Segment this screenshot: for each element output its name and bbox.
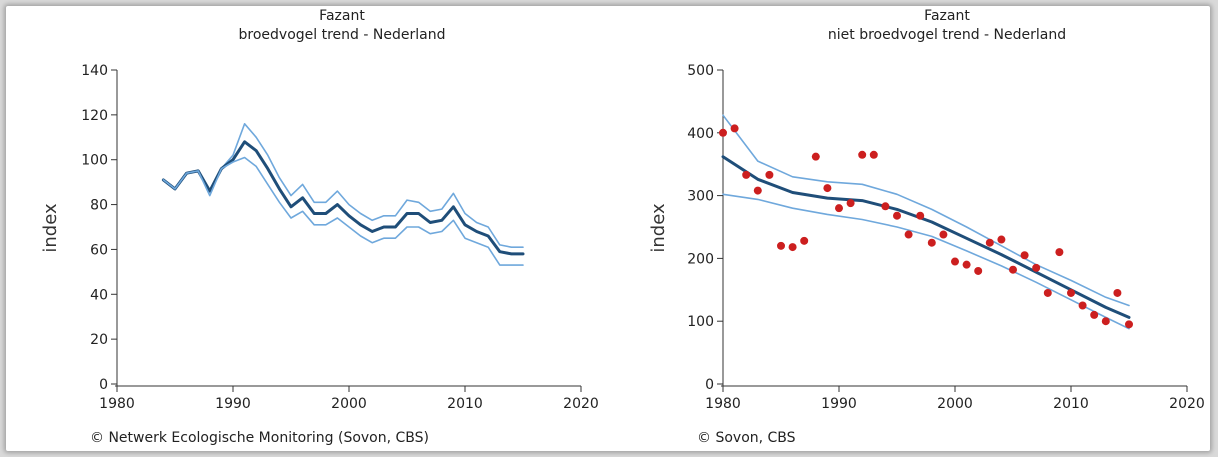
data-point (997, 235, 1006, 244)
data-point (916, 211, 925, 220)
data-point (823, 184, 832, 193)
chart-2-axes: 0 100 200 300 400 500 1980 1990 2000 2010 2020 (687, 63, 1205, 412)
data-point (904, 230, 913, 239)
chart-1-axes: 0 20 40 60 80 100 120 140 1980 1990 2000 2010 2020 (81, 63, 599, 412)
x-tick-label: 2010 (447, 396, 483, 412)
data-point (1032, 263, 1041, 272)
x-tick-label: 2020 (1169, 396, 1205, 412)
y-tick-label: 120 (81, 108, 108, 124)
data-point (788, 243, 797, 252)
data-point (846, 199, 855, 208)
data-point (962, 260, 971, 269)
chart-2-y-axis-label: index (648, 203, 669, 253)
data-point (777, 241, 785, 250)
y-tick-label: 300 (687, 189, 714, 205)
chart-breeding-trend: Fazant broedvogel trend - Nederland inde… (40, 8, 599, 412)
series-line-lower (162, 156, 524, 266)
chart-1-title: Fazant (319, 8, 365, 24)
y-tick-label: 200 (687, 251, 714, 267)
chart-1-credit: © Netwerk Ecologische Monitoring (Sovon,… (90, 430, 430, 446)
series-line-upper (722, 114, 1130, 307)
y-tick-label: 500 (687, 63, 714, 79)
y-tick-label: 0 (99, 377, 108, 393)
chart-2-subtitle: niet broedvogel trend - Nederland (828, 27, 1066, 43)
data-point (985, 238, 994, 247)
data-point (1055, 248, 1064, 257)
data-point (881, 202, 890, 211)
y-tick-label: 20 (90, 332, 108, 348)
data-point (835, 204, 843, 213)
data-point (1020, 251, 1029, 260)
x-tick-label: 1980 (705, 396, 741, 412)
y-tick-label: 80 (90, 198, 108, 214)
x-tick-label: 2020 (563, 396, 599, 412)
chart-nonbreeding-trend: Fazant niet broedvogel trend - Nederland… (648, 8, 1205, 412)
x-tick-label: 2000 (331, 396, 367, 412)
y-tick-label: 400 (687, 126, 714, 142)
x-tick-label: 1990 (821, 396, 857, 412)
chart-1-subtitle: broedvogel trend - Nederland (239, 27, 446, 43)
data-point (869, 150, 878, 159)
x-tick-label: 2000 (937, 396, 973, 412)
data-point (858, 150, 867, 159)
data-point (742, 170, 751, 179)
data-point (753, 186, 762, 195)
y-tick-label: 100 (687, 314, 714, 330)
data-point (1090, 310, 1099, 319)
data-point (811, 152, 820, 161)
data-point (927, 238, 936, 247)
series-line-lower (722, 193, 1130, 330)
data-point (1067, 288, 1075, 297)
y-tick-label: 100 (81, 153, 108, 169)
y-tick-label: 140 (81, 63, 108, 79)
data-point (1009, 265, 1017, 274)
y-tick-label: 60 (90, 242, 108, 258)
x-tick-label: 1990 (215, 396, 251, 412)
data-point (765, 170, 774, 179)
chart-1-y-axis-label: index (40, 203, 61, 253)
data-point (800, 236, 809, 245)
data-point (951, 257, 959, 266)
chart-2-title: Fazant (924, 8, 970, 24)
data-point (1043, 288, 1052, 297)
data-point (1113, 288, 1122, 297)
chart-1-series (161, 123, 525, 266)
data-point (939, 230, 948, 239)
data-point (893, 211, 901, 220)
x-tick-label: 2010 (1053, 396, 1089, 412)
data-point (1078, 301, 1087, 310)
data-point (719, 128, 727, 137)
x-tick-label: 1980 (99, 396, 135, 412)
chart-2-credit: © Sovon, CBS (697, 430, 796, 446)
y-tick-label: 40 (90, 287, 108, 303)
chart-panel (6, 6, 1210, 451)
data-point (1101, 317, 1110, 326)
data-point (974, 266, 983, 275)
data-point (730, 124, 739, 133)
data-point (1125, 320, 1133, 329)
y-tick-label: 0 (705, 377, 714, 393)
chart-2-series (719, 114, 1133, 330)
